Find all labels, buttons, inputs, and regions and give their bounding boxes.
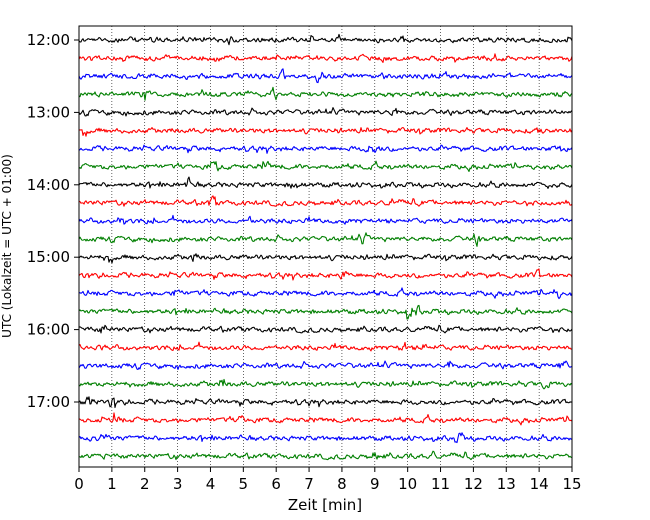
x-tick-label: 10 xyxy=(398,475,417,493)
y-tick-label: 17:00 xyxy=(27,393,70,411)
x-tick-label: 8 xyxy=(337,475,347,493)
seismic-trace xyxy=(78,360,573,370)
seismic-trace xyxy=(78,341,573,352)
y-tick-label: 13:00 xyxy=(27,103,70,121)
seismic-trace xyxy=(78,107,573,117)
seismic-trace xyxy=(78,176,573,189)
x-tick-label: 9 xyxy=(370,475,380,493)
y-tick-label: 15:00 xyxy=(27,248,70,266)
seismic-trace xyxy=(78,86,573,101)
seismic-trace xyxy=(78,232,573,247)
seismic-trace xyxy=(78,378,573,390)
y-tick-label: 14:00 xyxy=(27,176,70,194)
x-tick-label: 5 xyxy=(239,475,249,493)
plot-frame xyxy=(78,25,573,468)
seismic-trace xyxy=(78,432,573,444)
seismic-trace xyxy=(78,412,573,426)
y-axis: 12:00 13:00 14:00 15:00 16:00 17:00 xyxy=(27,31,79,411)
seismic-trace xyxy=(78,33,573,46)
seismic-trace xyxy=(78,144,573,154)
seismic-trace xyxy=(78,287,573,300)
trace-group xyxy=(78,33,573,461)
x-tick-label: 4 xyxy=(206,475,216,493)
x-tick-label: 14 xyxy=(530,475,549,493)
seismic-trace xyxy=(78,324,573,334)
x-tick-label: 1 xyxy=(107,475,117,493)
seismic-trace xyxy=(78,253,573,264)
seismic-trace xyxy=(78,214,573,225)
seismic-trace xyxy=(78,450,573,461)
seismic-trace xyxy=(78,268,573,281)
y-tick-label: 12:00 xyxy=(27,31,70,49)
x-tick-label: 15 xyxy=(562,475,581,493)
x-tick-label: 0 xyxy=(74,475,84,493)
x-axis-label: Zeit [min] xyxy=(288,496,362,514)
plot-background xyxy=(79,26,572,467)
x-tick-label: 13 xyxy=(497,475,516,493)
x-tick-label: 7 xyxy=(304,475,314,493)
seismic-trace xyxy=(78,396,573,409)
x-tick-label: 3 xyxy=(173,475,183,493)
x-tick-label: 11 xyxy=(431,475,450,493)
x-tick-label: 2 xyxy=(140,475,150,493)
y-tick-label: 16:00 xyxy=(27,321,70,339)
x-axis: 0 1 2 3 4 5 6 7 8 9 10 11 12 13 14 15 xyxy=(74,467,582,493)
seismic-trace xyxy=(78,68,573,84)
y-axis-label: UTC (Lokalzeit = UTC + 01:00) xyxy=(0,154,14,338)
seismic-trace xyxy=(78,126,573,137)
seismic-trace xyxy=(78,195,573,207)
x-tick-label: 6 xyxy=(271,475,281,493)
x-tick-label: 12 xyxy=(464,475,483,493)
seismic-trace xyxy=(78,304,573,320)
seismic-trace xyxy=(78,160,573,173)
seismic-trace xyxy=(78,53,573,63)
